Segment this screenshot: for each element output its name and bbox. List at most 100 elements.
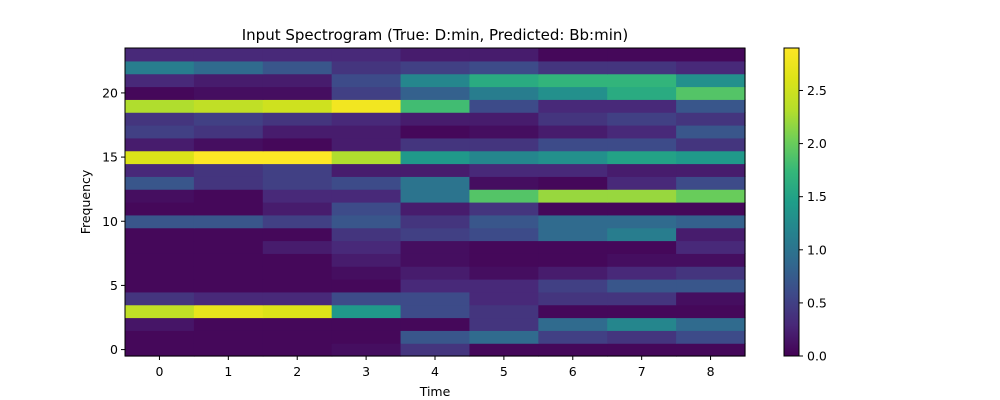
heatmap-cell: [538, 137, 608, 152]
heatmap-cell: [331, 48, 402, 62]
heatmap-cell: [125, 99, 195, 113]
heatmap-cell: [262, 240, 333, 254]
heatmap-cell: [400, 304, 471, 319]
heatmap-cell: [607, 86, 677, 100]
heatmap-cell: [331, 150, 402, 165]
heatmap-cell: [538, 125, 608, 139]
heatmap-cell: [607, 48, 677, 62]
heatmap-cell: [538, 86, 608, 100]
heatmap-cell: [607, 137, 677, 152]
heatmap-cell: [469, 48, 539, 62]
heatmap-cell: [607, 304, 677, 319]
heatmap-cell: [676, 253, 746, 267]
heatmap-cell: [262, 125, 333, 139]
heatmap-cell: [676, 163, 746, 177]
heatmap-cell: [125, 330, 195, 344]
heatmap-cell: [400, 48, 471, 62]
heatmap-cell: [676, 343, 746, 357]
heatmap-cell: [262, 291, 333, 306]
heatmap-cell: [193, 227, 264, 242]
heatmap-cell: [262, 150, 333, 165]
heatmap-cell: [331, 317, 402, 331]
heatmap-cell: [331, 73, 402, 88]
x-tick-label: 1: [224, 364, 232, 379]
heatmap-cell: [262, 214, 333, 229]
heatmap-cell: [125, 112, 195, 126]
y-tick-label: 20: [102, 85, 118, 100]
heatmap-cell: [538, 163, 608, 177]
heatmap-cell: [400, 291, 471, 306]
heatmap-cell: [607, 279, 677, 293]
heatmap-cell: [400, 150, 471, 165]
heatmap-cell: [262, 163, 333, 177]
heatmap-cell: [676, 86, 746, 100]
heatmap-cell: [538, 227, 608, 242]
heatmap-cell: [193, 317, 264, 331]
heatmap-cell: [607, 291, 677, 306]
heatmap-cell: [262, 137, 333, 152]
heatmap-cell: [193, 202, 264, 216]
heatmap-cell: [125, 291, 195, 306]
x-tick-label: 3: [362, 364, 370, 379]
heatmap-cell: [400, 176, 471, 190]
heatmap-cell: [262, 304, 333, 319]
heatmap-cell: [262, 279, 333, 293]
heatmap-cell: [538, 304, 608, 319]
heatmap-cell: [125, 202, 195, 216]
colorbar-tick-label: 1.0: [807, 242, 827, 257]
y-tick-label: 10: [102, 214, 118, 229]
heatmap-cell: [676, 227, 746, 242]
heatmap-cell: [400, 330, 471, 344]
heatmap-cell: [125, 60, 195, 75]
heatmap-cell: [193, 60, 264, 75]
heatmap-cell: [676, 137, 746, 152]
heatmap-cell: [469, 279, 539, 293]
heatmap-cell: [400, 279, 471, 293]
heatmap-cell: [676, 48, 746, 62]
heatmap-cell: [469, 227, 539, 242]
heatmap-cell: [262, 86, 333, 100]
x-tick-label: 4: [431, 364, 439, 379]
heatmap-cell: [607, 125, 677, 139]
heatmap-cell: [193, 189, 264, 203]
heatmap-cell: [262, 227, 333, 242]
heatmap-cell: [262, 189, 333, 203]
heatmap-cell: [607, 176, 677, 190]
heatmap-cell: [538, 343, 608, 357]
heatmap-cell: [538, 330, 608, 344]
heatmap-cell: [538, 112, 608, 126]
heatmap-cell: [607, 189, 677, 203]
heatmap-cell: [676, 304, 746, 319]
heatmap-cell: [125, 279, 195, 293]
heatmap-cell: [538, 48, 608, 62]
heatmap-cell: [607, 317, 677, 331]
heatmap-cell: [538, 240, 608, 254]
heatmap-cell: [538, 99, 608, 113]
heatmap-cell: [538, 60, 608, 75]
heatmap-cell: [331, 279, 402, 293]
heatmap-cell: [676, 202, 746, 216]
heatmap-cell: [331, 60, 402, 75]
heatmap-cell: [469, 176, 539, 190]
heatmap-cell: [331, 125, 402, 139]
heatmap-cell: [331, 86, 402, 100]
heatmap-cell: [331, 240, 402, 254]
heatmap-cell: [469, 202, 539, 216]
heatmap-cell: [538, 202, 608, 216]
heatmap-cell: [676, 73, 746, 88]
heatmap-cell: [193, 214, 264, 229]
x-axis-ticks: 0 1 2 3 4 5 6 7 8: [155, 356, 715, 379]
heatmap-cell: [125, 163, 195, 177]
heatmap-cell: [193, 99, 264, 113]
heatmap-cell: [125, 317, 195, 331]
heatmap-cell: [262, 253, 333, 267]
heatmap-cell: [469, 112, 539, 126]
heatmap-cell: [676, 99, 746, 113]
heatmap-cell: [331, 266, 402, 280]
colorbar-tick-label: 2.5: [807, 83, 827, 98]
heatmap-cell: [400, 112, 471, 126]
heatmap-plot-area: [125, 48, 746, 357]
heatmap-cell: [400, 60, 471, 75]
heatmap-cell: [125, 86, 195, 100]
heatmap-cell: [262, 112, 333, 126]
